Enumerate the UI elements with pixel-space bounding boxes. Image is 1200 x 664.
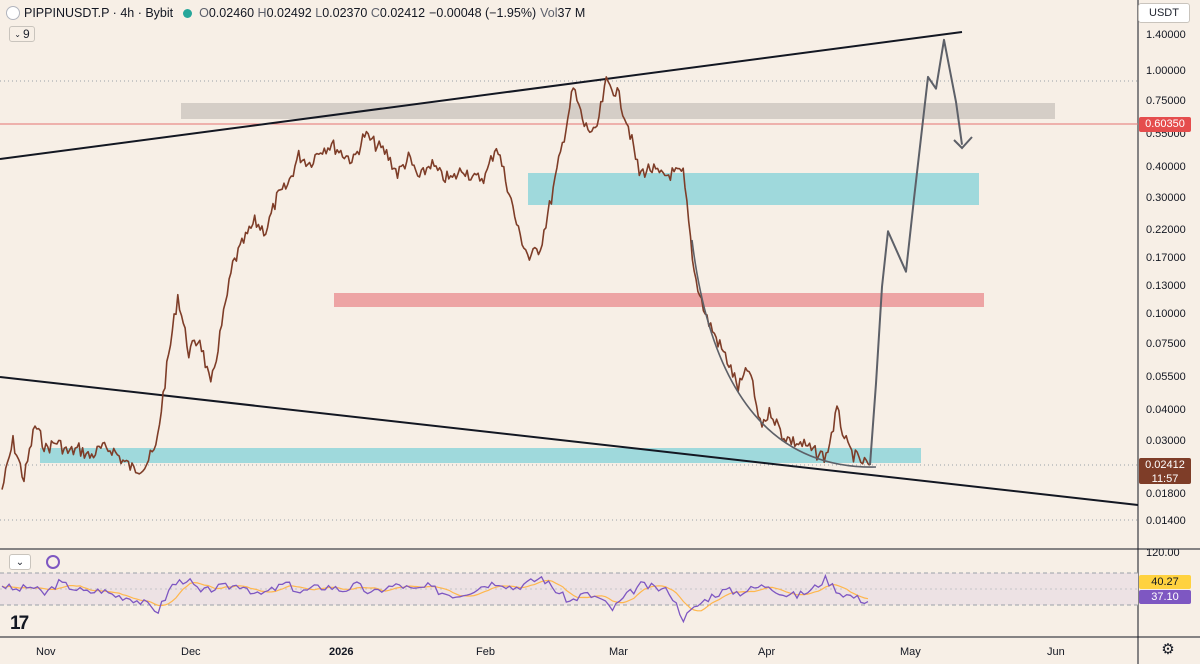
- rounding-bottom-curve[interactable]: [691, 239, 877, 468]
- rsi-indicator-icon[interactable]: [46, 555, 60, 569]
- chart-legend: PIPPINUSDT.P · 4h · Bybit O0.02460 H0.02…: [6, 4, 585, 22]
- volume-value: Vol37 M: [540, 6, 586, 20]
- last-price-tag: 0.02412 11:57: [1139, 458, 1191, 485]
- time-tick-label: May: [900, 646, 921, 658]
- rsi-line[interactable]: [1, 573, 869, 624]
- projection-path[interactable]: [869, 38, 963, 466]
- time-tick-label: 2026: [329, 646, 354, 658]
- horizontal-line-price-tag: 0.60350: [1139, 117, 1191, 132]
- price-tick-label: 0.30000: [1146, 191, 1186, 204]
- time-tick-label: Mar: [609, 646, 628, 658]
- chevron-down-icon: ⌄: [15, 556, 25, 568]
- ohlc-values: O0.02460 H0.02492 L0.02370 C0.02412: [199, 6, 426, 20]
- price-tick-label: 1.00000: [1146, 64, 1186, 77]
- currency-button[interactable]: USDT: [1138, 3, 1190, 23]
- price-tick-label: 0.05500: [1146, 370, 1186, 383]
- price-tick-label: 0.04000: [1146, 404, 1186, 417]
- price-tick-label: 0.01800: [1146, 488, 1186, 501]
- change-value: −0.00048 (−1.95%): [429, 6, 537, 20]
- symbol-title[interactable]: PIPPINUSDT.P · 4h · Bybit: [24, 6, 174, 20]
- lower-trendline[interactable]: [0, 376, 1139, 506]
- price-tick-label: 0.10000: [1146, 307, 1186, 320]
- time-tick-label: Apr: [758, 646, 776, 658]
- rsi-axis-top: 120.00: [1146, 547, 1180, 559]
- collapse-pane-button[interactable]: ⌄: [9, 554, 31, 570]
- price-tick-label: 0.01400: [1146, 515, 1186, 527]
- price-tick-label: 0.17000: [1146, 251, 1186, 264]
- cyan-zone-upper[interactable]: [528, 173, 979, 205]
- time-tick-label: Nov: [36, 646, 56, 658]
- price-tick-label: 0.07500: [1146, 337, 1186, 350]
- cyan-zone-lower[interactable]: [40, 448, 921, 463]
- projection-arrowhead: [953, 136, 973, 150]
- rsi-ma-tag: 40.27: [1139, 575, 1191, 589]
- bar-countdown: 11:57: [1151, 473, 1179, 485]
- time-tick-label: Feb: [476, 646, 495, 658]
- market-status-icon: [183, 8, 193, 18]
- chevron-down-icon: ⌄: [14, 29, 21, 39]
- rsi-value-tag: 37.10: [1139, 590, 1191, 604]
- upper-trendline[interactable]: [0, 31, 963, 160]
- last-price-value: 0.02412: [1145, 459, 1185, 471]
- price-tick-label: 0.40000: [1146, 161, 1186, 174]
- symbol-logo-icon: [6, 6, 20, 20]
- indicators-toggle-button[interactable]: ⌄ 9: [9, 26, 35, 42]
- price-tick-label: 0.22000: [1146, 224, 1186, 237]
- gear-icon[interactable]: ⚙: [1161, 641, 1175, 658]
- tradingview-logo-icon[interactable]: 17: [10, 613, 29, 634]
- price-tick-label: 0.75000: [1146, 94, 1186, 107]
- price-tick-label: 0.13000: [1146, 279, 1186, 292]
- red-zone[interactable]: [334, 293, 984, 307]
- time-tick-label: Dec: [181, 646, 201, 658]
- time-tick-label: Jun: [1047, 646, 1065, 658]
- price-tick-label: 1.40000: [1146, 29, 1186, 41]
- price-tick-label: 0.03000: [1146, 434, 1186, 447]
- indicator-count: 9: [23, 27, 30, 41]
- candle-series[interactable]: [1, 76, 871, 490]
